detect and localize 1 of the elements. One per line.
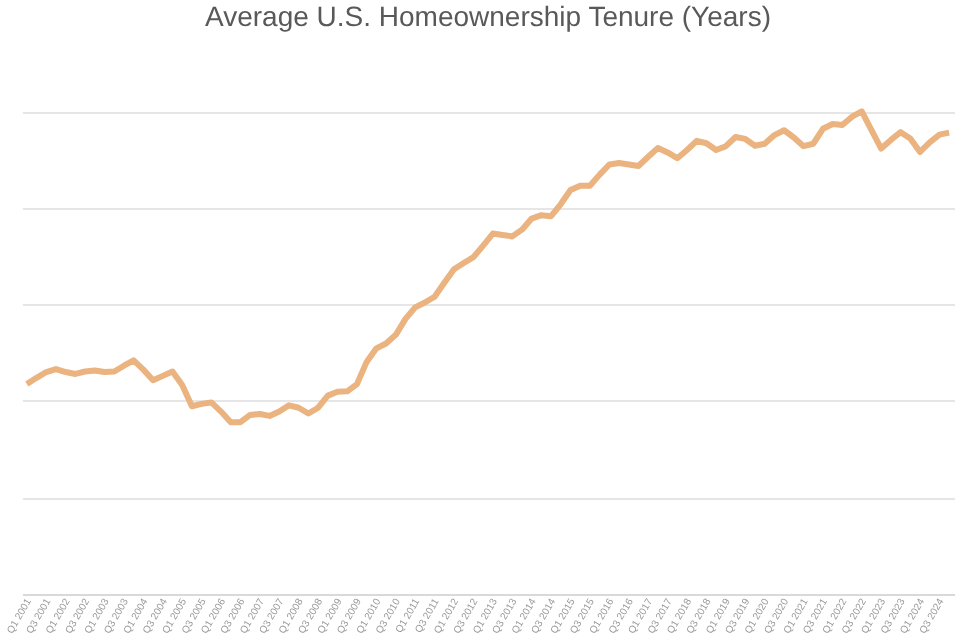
chart-title: Average U.S. Homeownership Tenure (Years) xyxy=(204,0,772,32)
